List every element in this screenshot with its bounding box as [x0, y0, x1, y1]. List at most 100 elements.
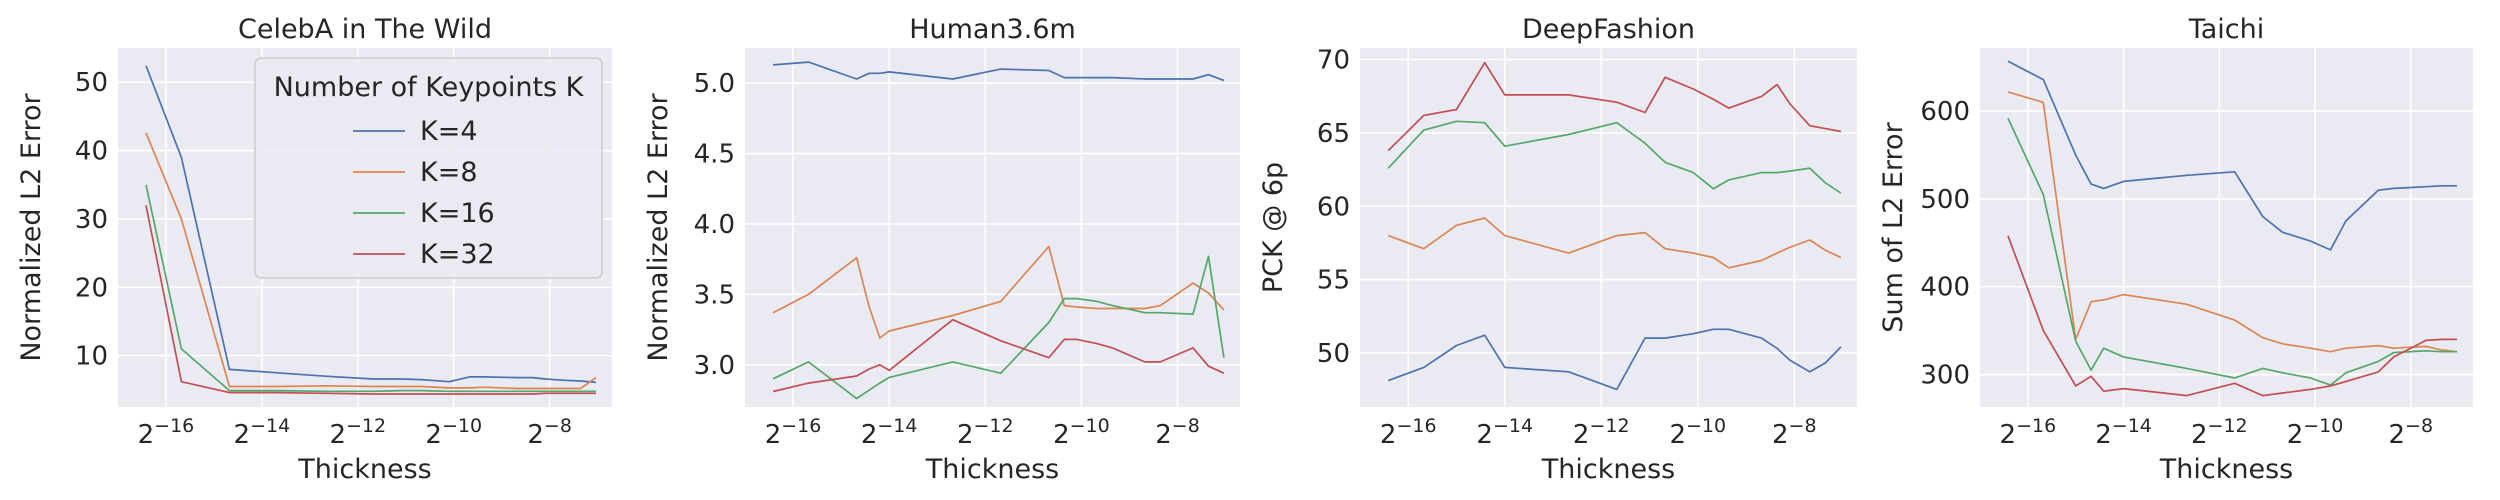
x-tick-exponent: −10: [442, 415, 482, 437]
series-line-k16: [2007, 117, 2457, 386]
x-tick-exponent: −8: [2405, 415, 2433, 437]
x-tick-exponent: −16: [2016, 415, 2056, 437]
series-line-k8: [2007, 91, 2458, 353]
y-axis-label: Normalized L2 Error: [16, 92, 47, 361]
y-tick-label: 500: [1920, 185, 1970, 215]
y-tick-label: 3.0: [694, 351, 735, 381]
x-tick-label: 2−14: [234, 415, 291, 450]
chart-title: Human3.6m: [909, 14, 1076, 45]
x-tick-label: 2−10: [425, 415, 482, 450]
y-tick-label: 55: [1317, 266, 1350, 296]
x-tick-label: 2−12: [2191, 415, 2248, 450]
subplot-1: 10 20 30 40 50 2−16 2−14 2−12 2−10 2−8 CelebA in T…: [16, 14, 612, 485]
series-line-k4: [773, 61, 1225, 82]
x-tick-exponent: −12: [346, 415, 386, 437]
y-tick-label: 60: [1317, 192, 1350, 222]
x-tick-exponent: −16: [1396, 415, 1436, 437]
x-tick-label: 2−8: [1772, 415, 1817, 450]
x-tick-exponent: −14: [877, 415, 917, 437]
y-tick-label: 600: [1920, 97, 1970, 127]
plot-area: [745, 48, 1240, 407]
y-tick-label: 3.5: [694, 280, 735, 310]
legend-label: K=8: [420, 157, 478, 188]
x-tick-exponent: −14: [1493, 415, 1533, 437]
x-tick-label: 2−16: [765, 415, 822, 450]
legend-box: [254, 57, 603, 279]
x-tick-label: 2−10: [2287, 415, 2344, 450]
legend-label: K=16: [420, 198, 495, 229]
subplot-4: 300 400 500 600 2−16 2−14 2−12 2−10 2−8 Taichi Thi…: [1878, 14, 2473, 485]
x-tick-exponent: −16: [781, 415, 821, 437]
series-line-k32: [145, 205, 596, 395]
x-tick-label: 2−10: [1053, 415, 1110, 450]
series-line-k4: [2007, 60, 2457, 251]
y-axis-label: Normalized L2 Error: [643, 92, 674, 361]
y-tick-label: 40: [75, 137, 108, 167]
y-tick-label: 5.0: [694, 69, 735, 99]
x-tick-exponent: −8: [1172, 415, 1200, 437]
chart-title: Taichi: [2188, 14, 2265, 45]
x-tick-label: 2−8: [2388, 415, 2433, 450]
x-tick-exponent: −10: [2303, 415, 2343, 437]
x-tick-label: 2−16: [1380, 415, 1437, 450]
x-tick-label: 2−14: [861, 415, 918, 450]
y-tick-label: 400: [1920, 273, 1970, 303]
y-axis-label: PCK @ 6p: [1258, 162, 1289, 293]
y-tick-label: 10: [75, 342, 108, 372]
x-tick-exponent: −12: [2208, 415, 2248, 437]
y-tick-label: 4.0: [694, 210, 735, 240]
series-line-k16: [145, 184, 596, 393]
series-line-k8: [1387, 217, 1842, 269]
x-tick-label: 2−16: [2000, 415, 2057, 450]
y-tick-label: 20: [75, 273, 108, 303]
x-tick-exponent: −8: [1789, 415, 1817, 437]
x-tick-label: 2−12: [329, 415, 386, 450]
y-tick-label: 65: [1317, 119, 1350, 149]
y-tick-label: 30: [75, 205, 108, 235]
chart-title: DeepFashion: [1522, 14, 1695, 45]
series-line-k4: [145, 65, 597, 384]
chart-title: CelebA in The Wild: [238, 14, 492, 45]
series-line-k8: [772, 245, 1225, 339]
y-tick-label: 70: [1317, 46, 1350, 76]
x-axis-label: Thickness: [2159, 454, 2293, 485]
x-tick-exponent: −12: [1589, 415, 1629, 437]
x-tick-exponent: −14: [2112, 415, 2152, 437]
y-tick-label: 50: [75, 68, 108, 98]
subplot-2: 3.0 3.5 4.0 4.5 5.0 2−16 2−14 2−12 2−10 2−8 Human3…: [643, 14, 1240, 485]
legend-label: K=32: [420, 239, 495, 270]
x-tick-label: 2−14: [2095, 415, 2152, 450]
x-axis-label: Thickness: [925, 454, 1059, 485]
legend: Number of Keypoints K K=4 K=8 K=16 K=32: [254, 57, 603, 279]
series-line-k16: [1387, 120, 1842, 194]
y-axis-label: Sum of L2 Error: [1878, 121, 1909, 332]
x-tick-label: 2−12: [957, 415, 1014, 450]
legend-label: K=4: [420, 116, 478, 147]
x-tick-exponent: −8: [544, 415, 572, 437]
series-line-k8: [145, 132, 597, 390]
x-tick-label: 2−8: [1155, 415, 1200, 450]
x-axis-label: Thickness: [297, 454, 431, 485]
series-line-k16: [772, 255, 1225, 400]
subplot-3: 50 55 60 65 70 2−16 2−14 2−12 2−10 2−8 DeepFashion…: [1258, 14, 1857, 485]
series-line-k4: [1387, 328, 1842, 391]
x-tick-label: 2−10: [1669, 415, 1726, 450]
y-tick-label: 4.5: [694, 140, 735, 170]
y-tick-label: 300: [1920, 361, 1970, 391]
x-tick-label: 2−16: [138, 415, 195, 450]
x-axis-label: Thickness: [1541, 454, 1675, 485]
series-line-k32: [1387, 61, 1842, 152]
x-tick-label: 2−12: [1573, 415, 1630, 450]
x-tick-exponent: −16: [154, 415, 194, 437]
y-tick-label: 50: [1317, 339, 1350, 369]
series-line-k32: [772, 318, 1225, 393]
series-line-k32: [2007, 235, 2457, 397]
legend-title: Number of Keypoints K: [274, 72, 585, 103]
x-tick-exponent: −12: [974, 415, 1014, 437]
x-tick-label: 2−14: [1476, 415, 1533, 450]
x-tick-exponent: −14: [250, 415, 290, 437]
x-tick-exponent: −10: [1070, 415, 1110, 437]
x-tick-label: 2−8: [527, 415, 572, 450]
x-tick-exponent: −10: [1686, 415, 1726, 437]
